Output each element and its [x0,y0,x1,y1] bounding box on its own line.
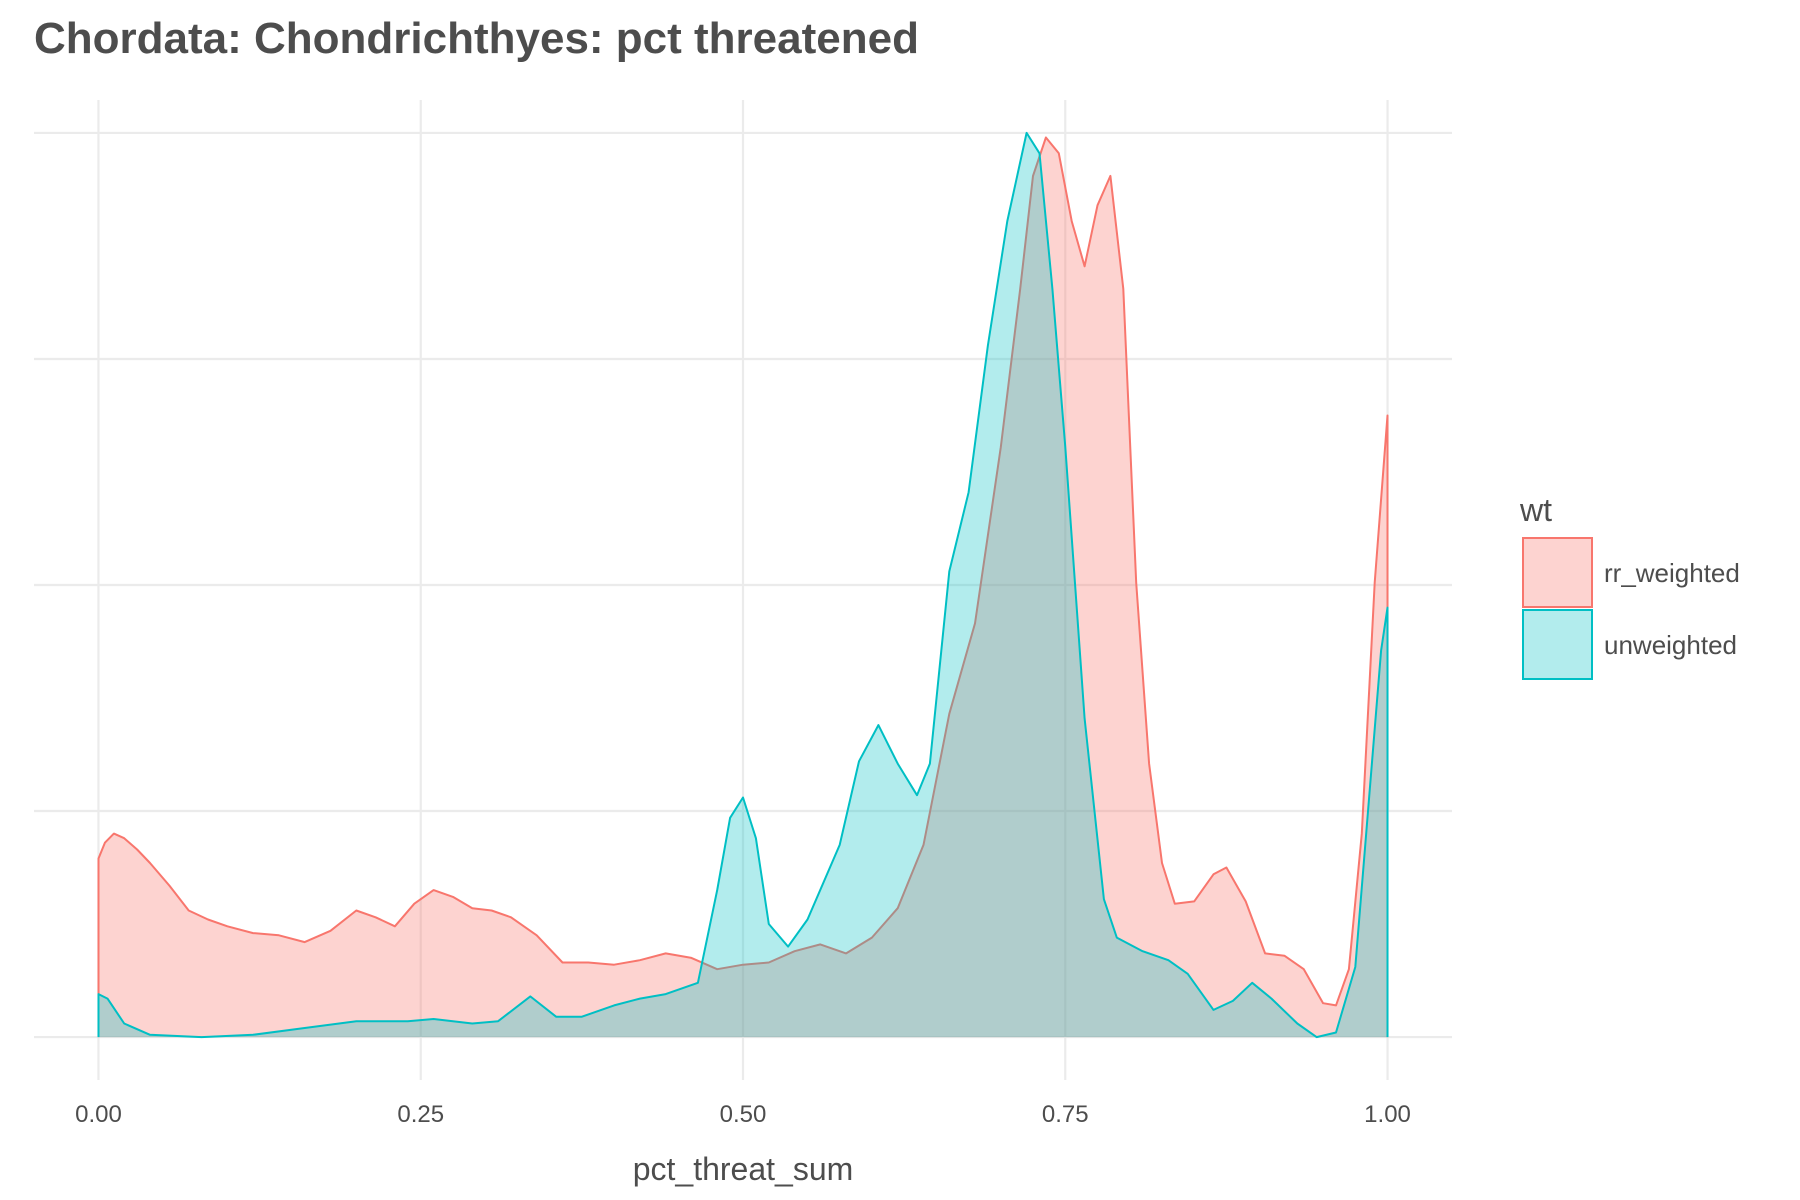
legend: wt rr_weighted unweighted [1519,492,1740,680]
area-line-unweighted [97,131,1389,1039]
grid-lines [34,100,1452,1080]
x-tick-label-3: 0.75 [1042,1101,1089,1128]
x-tick-label-2: 0.50 [720,1101,767,1128]
legend-title: wt [1519,492,1552,528]
density-areas [97,131,1389,1039]
x-tick-label-0: 0.00 [75,1101,122,1128]
area-line-rr_weighted [97,136,1389,1038]
area-fill-unweighted [98,132,1388,1038]
chart-title: Chordata: Chondrichthyes: pct threatened [34,14,919,63]
x-axis-title: pct_threat_sum [633,1151,854,1187]
legend-label-unweighted: unweighted [1604,630,1737,660]
x-tick-label-1: 0.25 [397,1101,444,1128]
legend-key-rr_weighted [1522,537,1593,608]
x-tick-label-4: 1.00 [1364,1101,1411,1128]
area-fill-rr_weighted [98,137,1388,1038]
x-axis-ticks: 0.00 0.25 0.50 0.75 1.00 [75,1101,1411,1128]
legend-label-rr_weighted: rr_weighted [1604,558,1740,588]
legend-key-unweighted [1522,609,1593,680]
